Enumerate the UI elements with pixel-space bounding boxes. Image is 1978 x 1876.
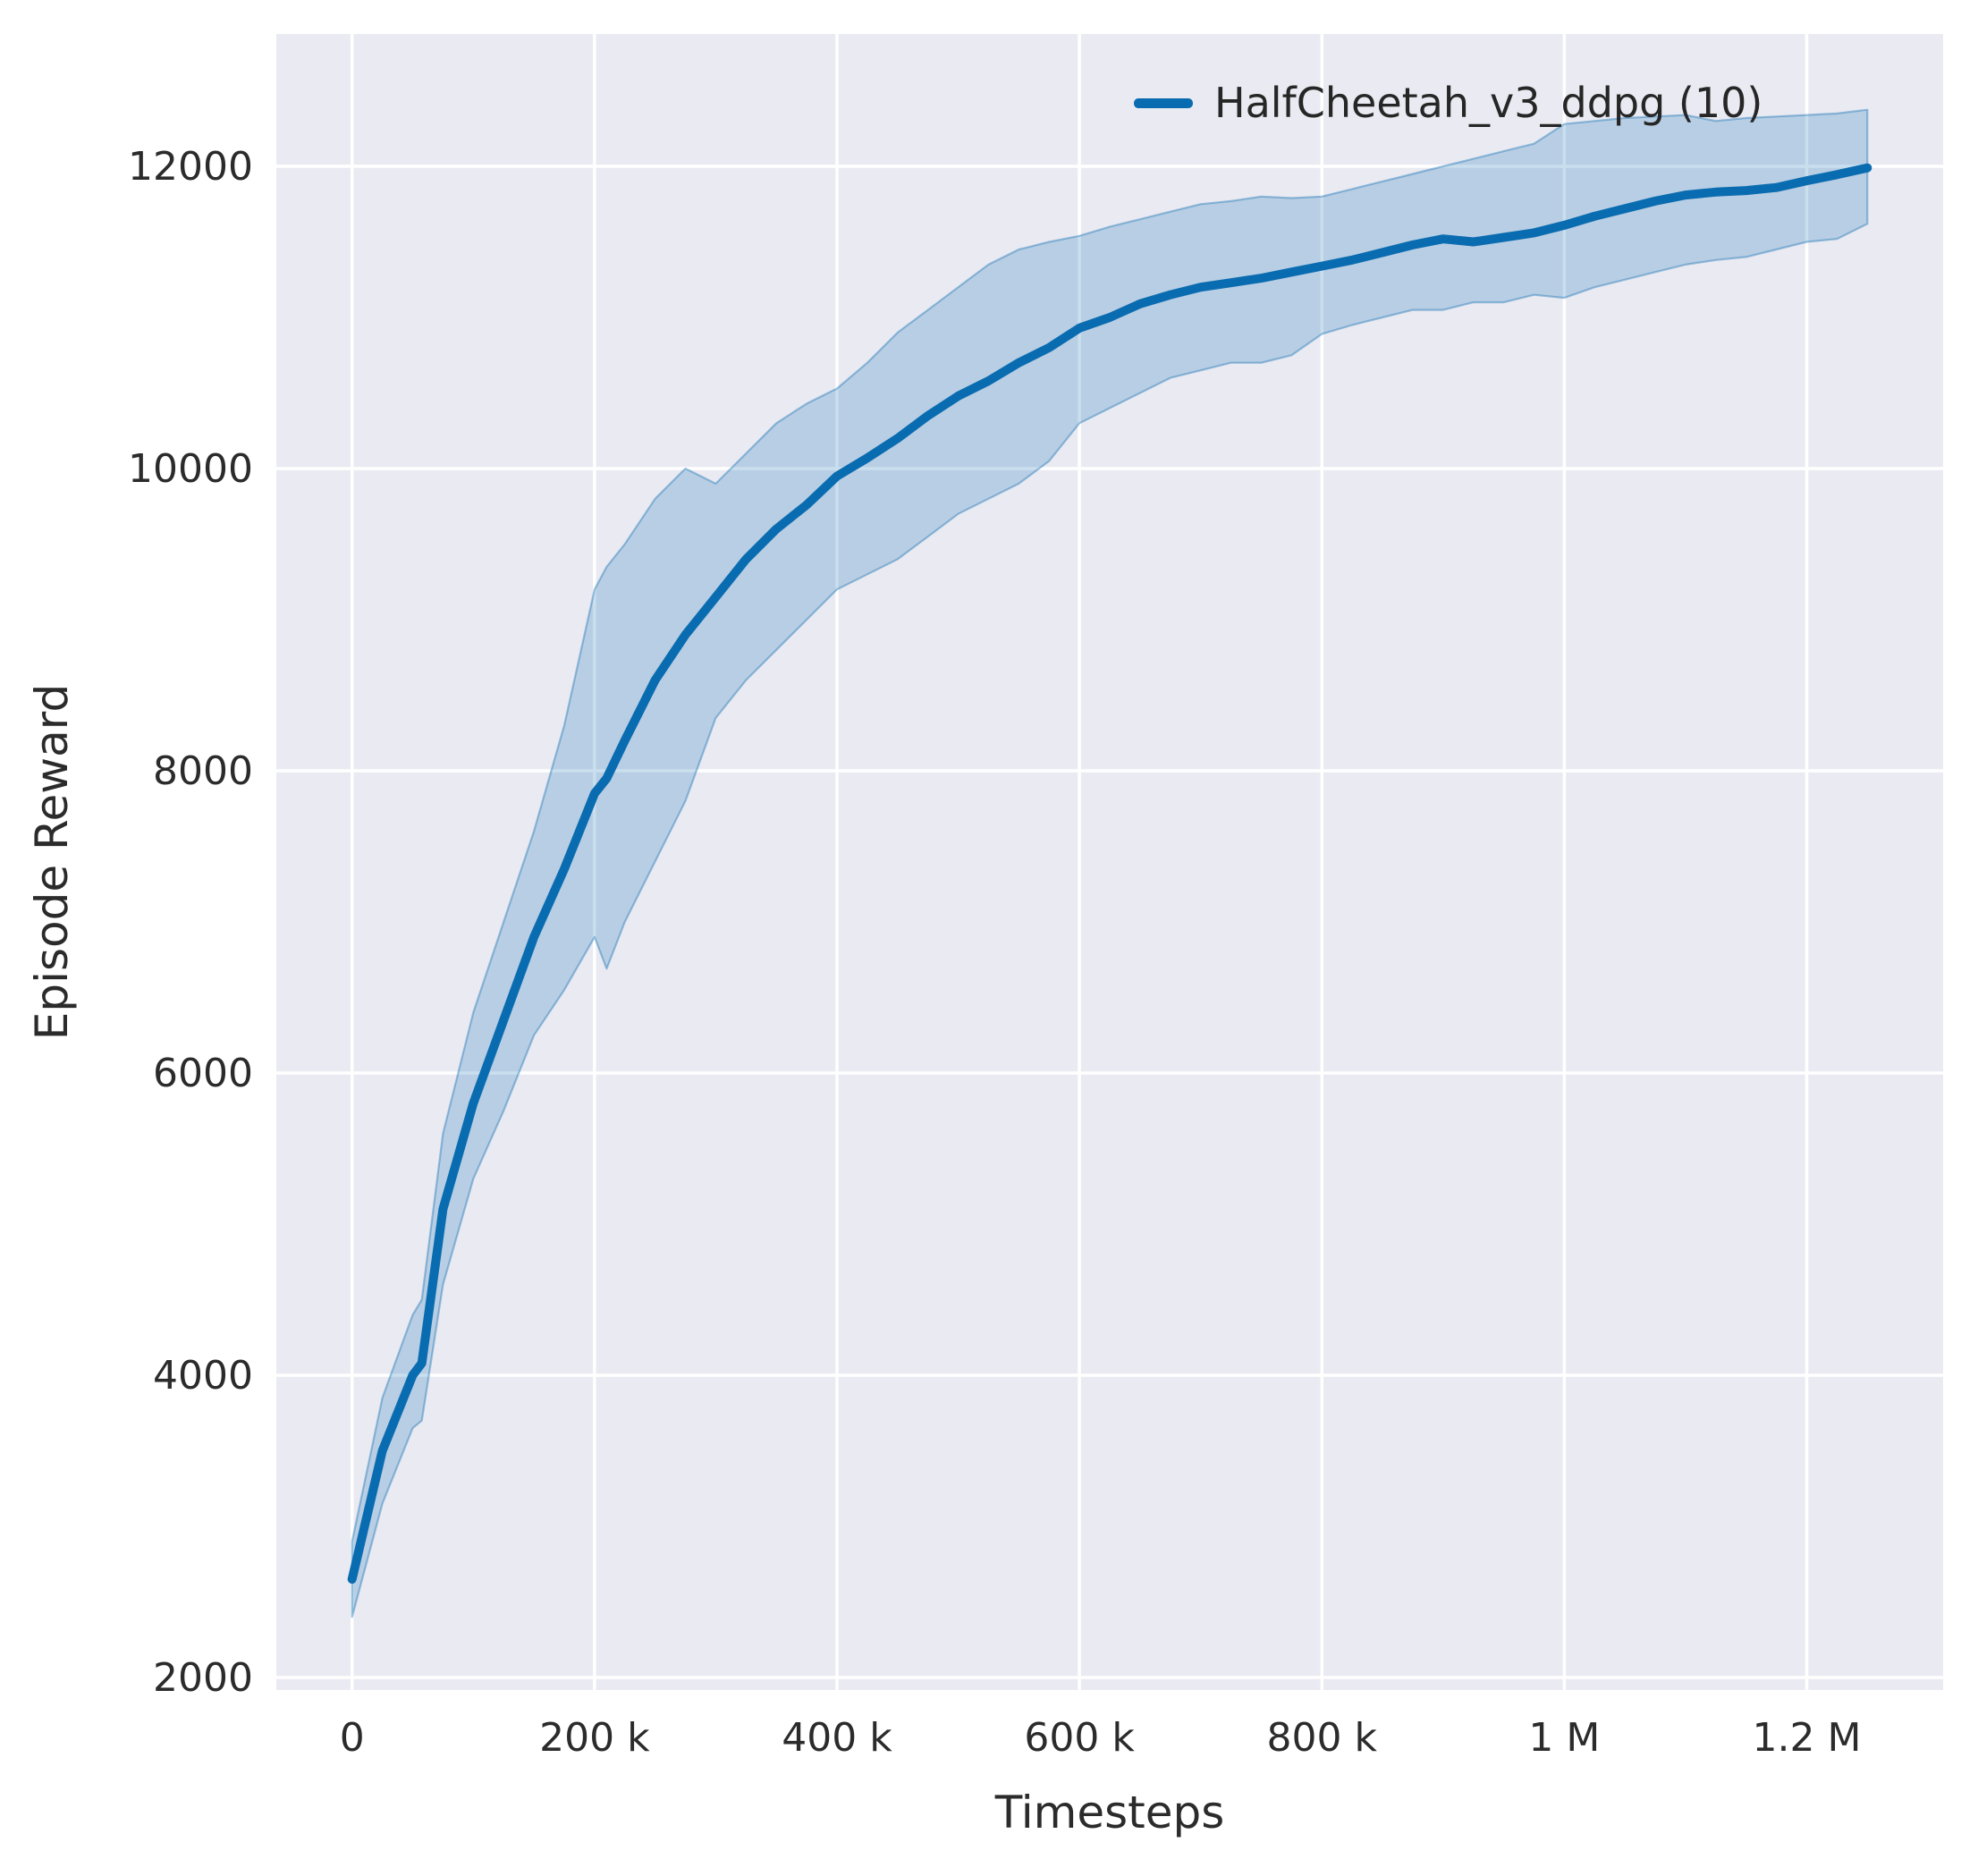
x-tick-label: 400 k — [782, 1715, 892, 1761]
x-tick-label: 1 M — [1528, 1715, 1600, 1761]
y-tick-label: 12000 — [128, 144, 253, 190]
y-tick-label: 10000 — [128, 446, 253, 492]
confidence-band — [351, 108, 1869, 1618]
plot-area — [276, 34, 1943, 1690]
x-tick-label: 1.2 M — [1753, 1715, 1862, 1761]
mean-line — [347, 163, 1872, 1584]
y-tick-label: 6000 — [153, 1051, 253, 1096]
y-tick-label: 2000 — [153, 1655, 253, 1701]
x-tick-label: 0 — [340, 1715, 365, 1761]
x-tick-label: 600 k — [1024, 1715, 1135, 1761]
y-axis-label: Episode Reward — [26, 683, 78, 1041]
legend: HalfCheetah_v3_ddpg (10) — [1134, 79, 1762, 127]
y-tick-label: 8000 — [153, 748, 253, 794]
legend-line-swatch — [1134, 97, 1193, 108]
x-tick-label: 800 k — [1267, 1715, 1378, 1761]
x-tick-label: 200 k — [539, 1715, 650, 1761]
x-axis-label: Timesteps — [994, 1787, 1225, 1838]
y-tick-label: 4000 — [153, 1353, 253, 1399]
legend-label: HalfCheetah_v3_ddpg (10) — [1214, 79, 1763, 127]
